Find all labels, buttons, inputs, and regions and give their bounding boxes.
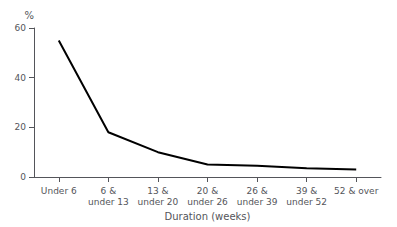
svg-text:under 52: under 52 (286, 197, 327, 207)
svg-text:60: 60 (15, 23, 27, 33)
svg-text:6 &: 6 & (101, 186, 117, 196)
svg-text:40: 40 (15, 73, 27, 83)
svg-text:52 & over: 52 & over (334, 186, 379, 196)
svg-text:20: 20 (15, 122, 27, 132)
svg-text:under 39: under 39 (237, 197, 278, 207)
svg-text:%: % (24, 10, 34, 21)
svg-text:0: 0 (20, 172, 26, 182)
svg-text:Under 6: Under 6 (41, 186, 77, 196)
svg-text:39 &: 39 & (296, 186, 317, 196)
svg-text:Duration (weeks): Duration (weeks) (165, 211, 251, 222)
svg-text:26 &: 26 & (246, 186, 267, 196)
svg-text:under 13: under 13 (88, 197, 129, 207)
svg-text:under 26: under 26 (187, 197, 228, 207)
svg-text:20 &: 20 & (197, 186, 218, 196)
svg-text:under 20: under 20 (138, 197, 179, 207)
svg-text:13 &: 13 & (147, 186, 168, 196)
